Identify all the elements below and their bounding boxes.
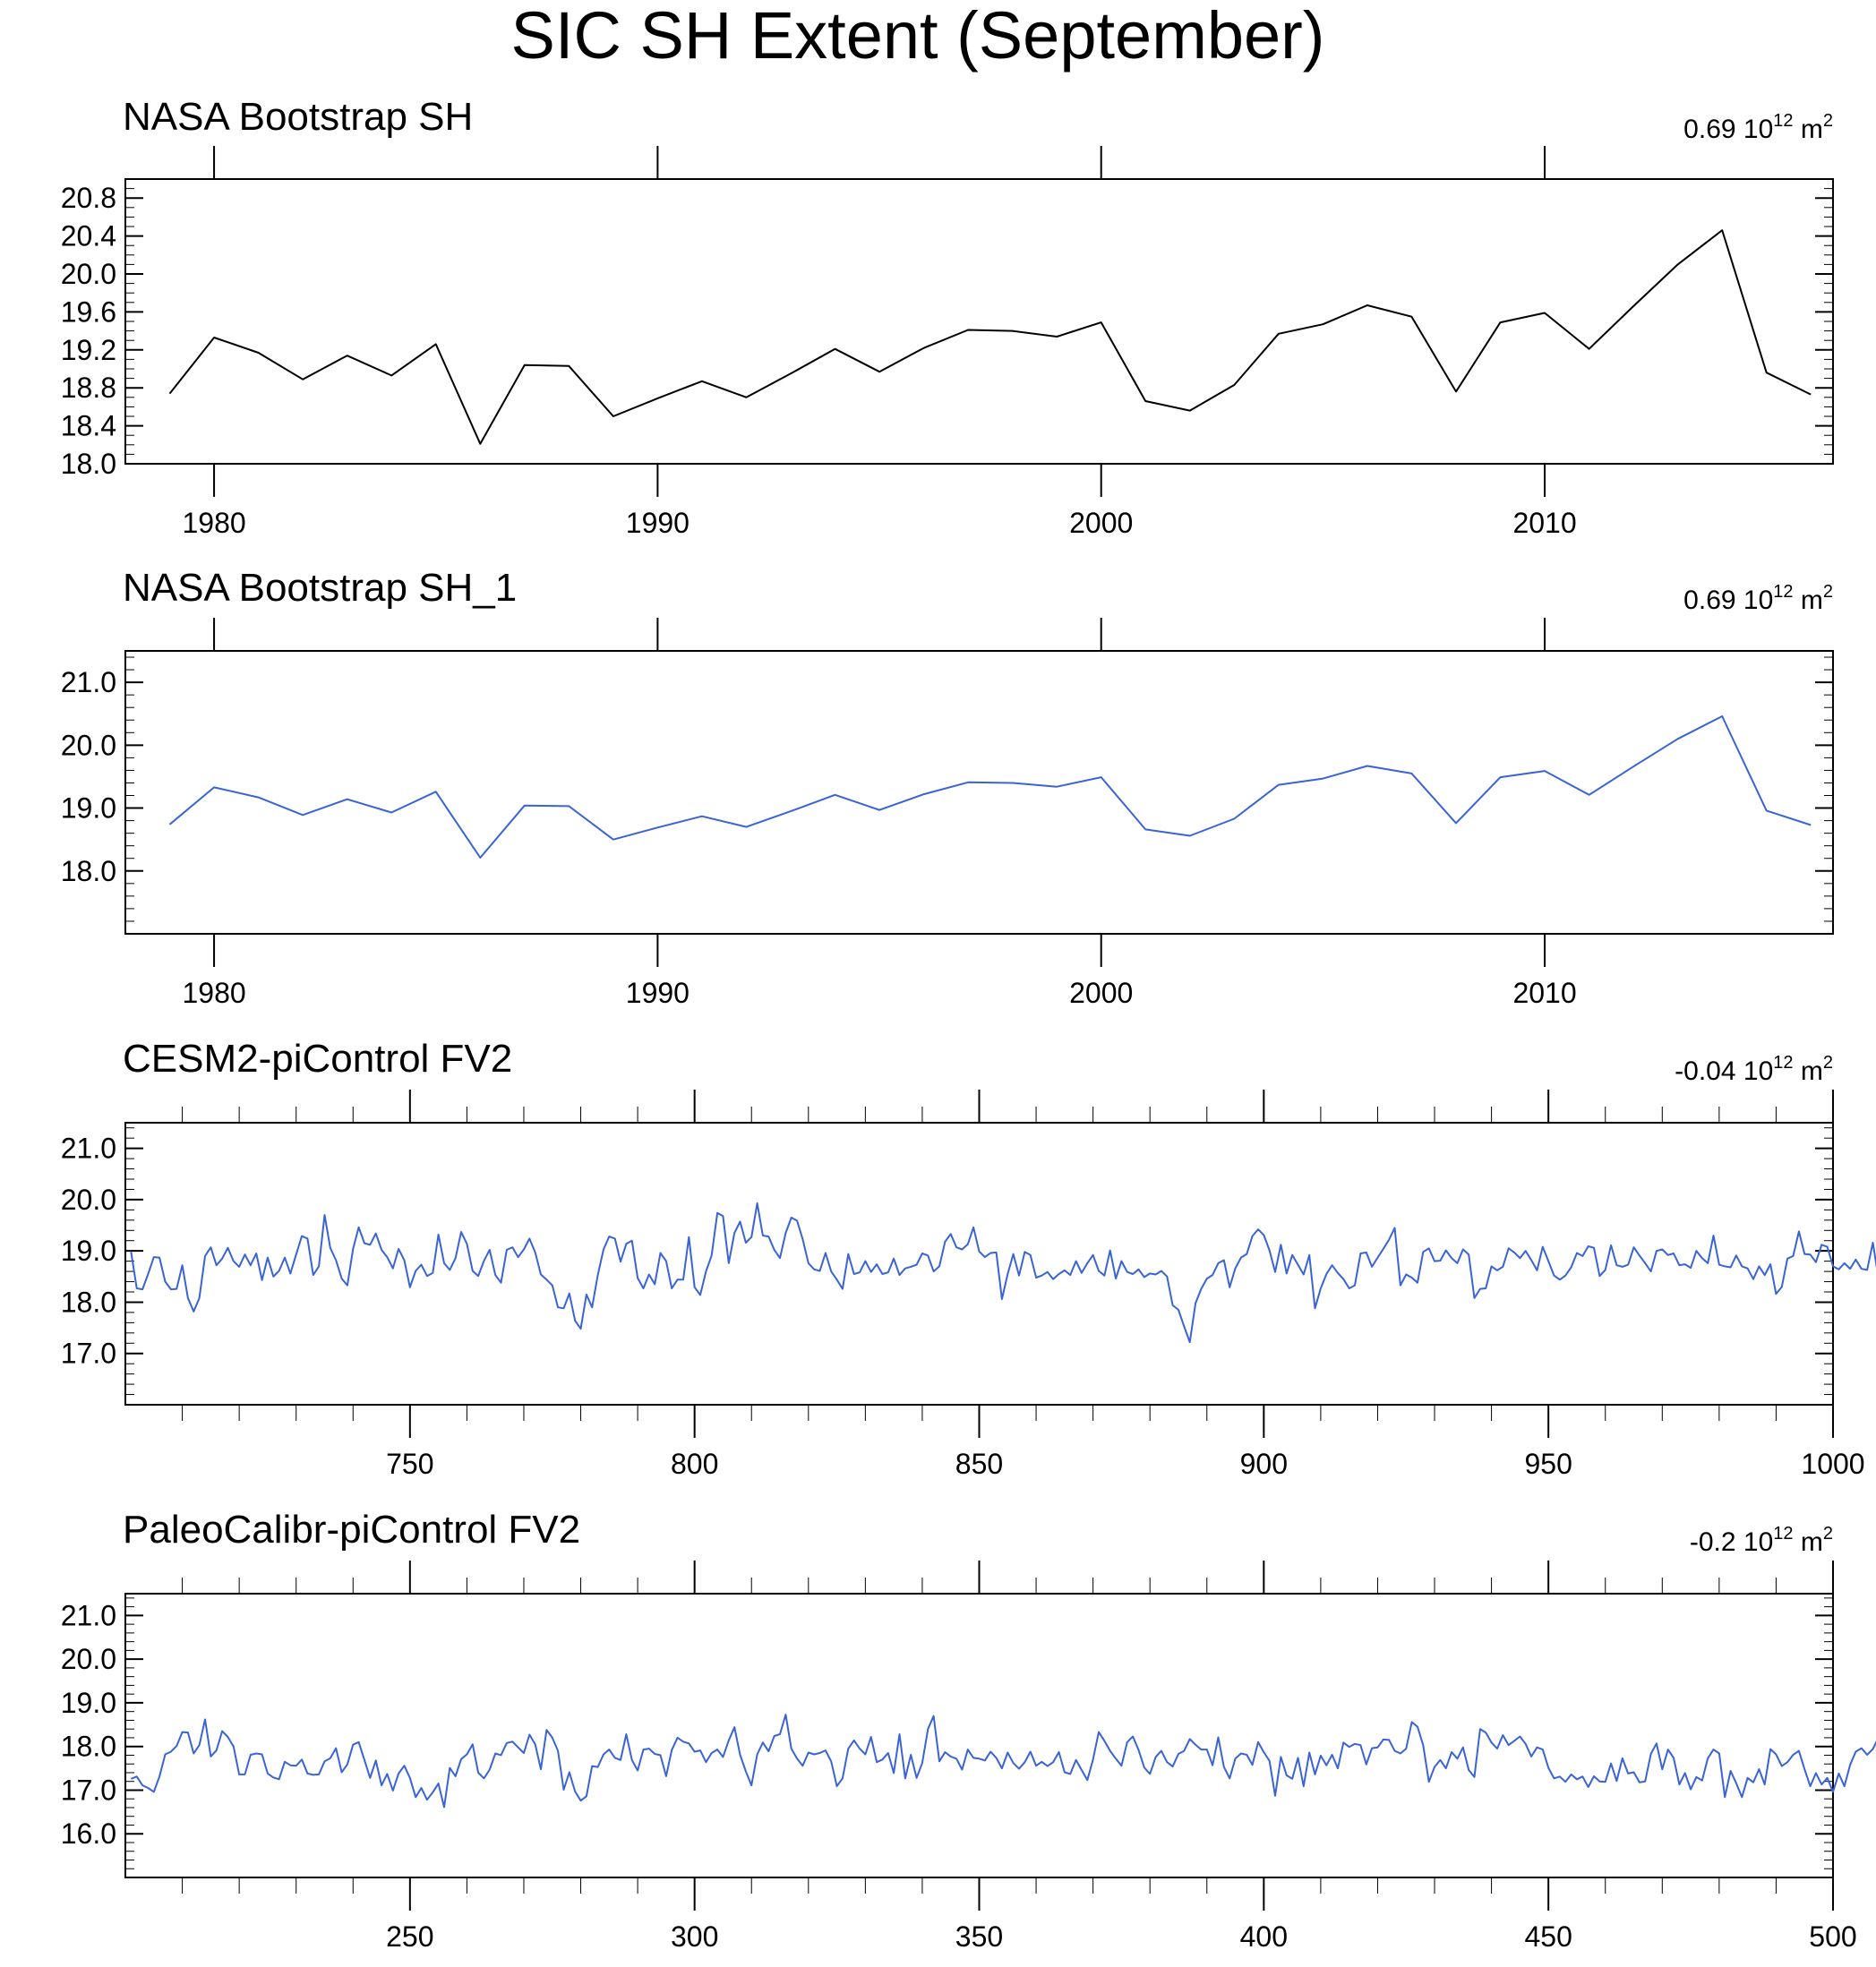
x-tick-label: 300 bbox=[671, 1920, 718, 1953]
panel-title: PaleoCalibr-piControl FV2 bbox=[123, 1508, 580, 1552]
trend-unit: m bbox=[1801, 115, 1823, 144]
plot-area: 18.0 18.4 18.8 19.2 19.6 20.0 20.4 20.8 1980 1990… bbox=[61, 146, 1834, 539]
x-tick-label: 950 bbox=[1524, 1448, 1572, 1480]
y-tick-label: 21.0 bbox=[61, 1133, 116, 1165]
y-tick-label: 18.0 bbox=[61, 1731, 116, 1763]
x-tick-label: 450 bbox=[1524, 1920, 1572, 1953]
y-tick-label: 21.0 bbox=[61, 666, 116, 698]
trend-unit: m bbox=[1801, 1527, 1823, 1557]
x-tick-label: 850 bbox=[955, 1448, 1003, 1480]
series-line bbox=[168, 715, 1812, 859]
figure-title: SIC SH Extent (September) bbox=[511, 0, 1325, 73]
plot-frame bbox=[124, 1122, 1834, 1406]
trend-unit-exponent: 2 bbox=[1823, 1524, 1833, 1544]
x-tick-label: 250 bbox=[386, 1920, 433, 1953]
y-tick-label: 18.0 bbox=[61, 1286, 116, 1318]
plot-frame bbox=[124, 178, 1834, 465]
panel-title: CESM2-piControl FV2 bbox=[123, 1037, 512, 1081]
trend-label: -0.2 1012 m2 bbox=[1690, 1516, 1833, 1557]
trend-label: -0.04 1012 m2 bbox=[1675, 1045, 1833, 1086]
trend-label: 0.69 1012 m2 bbox=[1683, 574, 1833, 615]
trend-unit-exponent: 2 bbox=[1823, 111, 1833, 131]
x-tick-label: 1990 bbox=[626, 507, 690, 539]
plot-frame bbox=[124, 1593, 1834, 1878]
x-tick-label: 2000 bbox=[1069, 977, 1133, 1009]
trend-unit-exponent: 2 bbox=[1823, 582, 1833, 602]
trend-exponent: 12 bbox=[1773, 1053, 1793, 1073]
y-tick-label: 19.2 bbox=[61, 334, 116, 366]
plot-area: 18.0 19.0 20.0 21.0 1980 1990 2000 2010 bbox=[61, 618, 1834, 1009]
series-line bbox=[168, 229, 1812, 445]
plot-frame bbox=[124, 650, 1834, 935]
x-tick-label: 1990 bbox=[626, 977, 690, 1009]
trend-unit: m bbox=[1801, 586, 1823, 615]
y-tick-label: 17.0 bbox=[61, 1774, 116, 1806]
series-line bbox=[130, 1202, 1876, 1344]
trend-value: 0.69 bbox=[1683, 586, 1735, 615]
panel-nasa-bootstrap-sh: NASA Bootstrap SH 0.69 1012 m2 18.018.41… bbox=[61, 95, 1834, 539]
y-tick-label: 19.0 bbox=[61, 1235, 116, 1267]
x-tick-label: 2000 bbox=[1069, 507, 1133, 539]
trend-base: 10 bbox=[1743, 1056, 1773, 1086]
x-tick-label: 500 bbox=[1809, 1920, 1856, 1953]
trend-unit: m bbox=[1801, 1056, 1823, 1086]
y-tick-label: 19.0 bbox=[61, 792, 116, 825]
x-tick-label: 350 bbox=[955, 1920, 1003, 1953]
y-tick-label: 20.0 bbox=[61, 1184, 116, 1216]
y-tick-label: 21.0 bbox=[61, 1599, 116, 1631]
panel-title: NASA Bootstrap SH bbox=[123, 95, 473, 139]
trend-value: -0.2 bbox=[1690, 1527, 1736, 1557]
trend-exponent: 12 bbox=[1773, 1524, 1793, 1544]
x-tick-label: 900 bbox=[1240, 1448, 1288, 1480]
y-tick-label: 18.4 bbox=[61, 410, 116, 442]
y-tick-label: 19.0 bbox=[61, 1687, 116, 1719]
plot-area: 16.0 17.0 18.0 19.0 20.0 21.0 250 300 350 400 450 5… bbox=[61, 1561, 1876, 1953]
y-tick-label: 18.8 bbox=[61, 372, 116, 404]
trend-exponent: 12 bbox=[1773, 582, 1793, 602]
x-tick-label: 1980 bbox=[182, 507, 245, 539]
y-tick-label: 19.6 bbox=[61, 295, 116, 328]
trend-base: 10 bbox=[1743, 115, 1773, 144]
x-tick-label: 400 bbox=[1240, 1920, 1288, 1953]
trend-label: 0.69 1012 m2 bbox=[1683, 103, 1833, 144]
series-line bbox=[131, 1714, 1876, 1809]
panel-nasa-bootstrap-sh-1: NASA Bootstrap SH_1 0.69 1012 m2 18.0 19.… bbox=[61, 566, 1834, 1009]
trend-base: 10 bbox=[1743, 1527, 1773, 1557]
trend-exponent: 12 bbox=[1773, 111, 1793, 131]
y-tick-label: 16.0 bbox=[61, 1817, 116, 1850]
trend-base: 10 bbox=[1743, 586, 1773, 615]
x-tick-label: 1980 bbox=[182, 977, 245, 1009]
x-tick-label: 1000 bbox=[1801, 1448, 1864, 1480]
trend-unit-exponent: 2 bbox=[1823, 1053, 1833, 1073]
x-tick-label: 2010 bbox=[1512, 507, 1576, 539]
y-tick-label: 20.0 bbox=[61, 258, 116, 290]
y-tick-label: 20.0 bbox=[61, 1643, 116, 1675]
x-tick-label: 750 bbox=[386, 1448, 433, 1480]
x-tick-label: 800 bbox=[671, 1448, 718, 1480]
y-tick-label: 20.8 bbox=[61, 182, 116, 214]
trend-value: -0.04 bbox=[1675, 1056, 1735, 1086]
trend-value: 0.69 bbox=[1683, 115, 1735, 144]
x-tick-label: 2010 bbox=[1512, 977, 1576, 1009]
plot-area: 17.0 18.0 19.0 20.0 21.0 750 800 850 900 950 1000 bbox=[61, 1090, 1876, 1480]
y-tick-label: 20.0 bbox=[61, 729, 116, 761]
y-tick-label: 20.4 bbox=[61, 220, 116, 252]
panel-paleocalibr-picontrol-fv2: PaleoCalibr-piControl FV2 -0.2 1012 m2 1… bbox=[61, 1508, 1876, 1953]
y-tick-label: 17.0 bbox=[61, 1338, 116, 1370]
panel-cesm2-picontrol-fv2: CESM2-piControl FV2 -0.04 1012 m2 17.0 18… bbox=[61, 1037, 1876, 1480]
panel-title: NASA Bootstrap SH_1 bbox=[123, 566, 517, 610]
y-tick-label: 18.0 bbox=[61, 855, 116, 887]
y-tick-label: 18.0 bbox=[61, 448, 116, 480]
